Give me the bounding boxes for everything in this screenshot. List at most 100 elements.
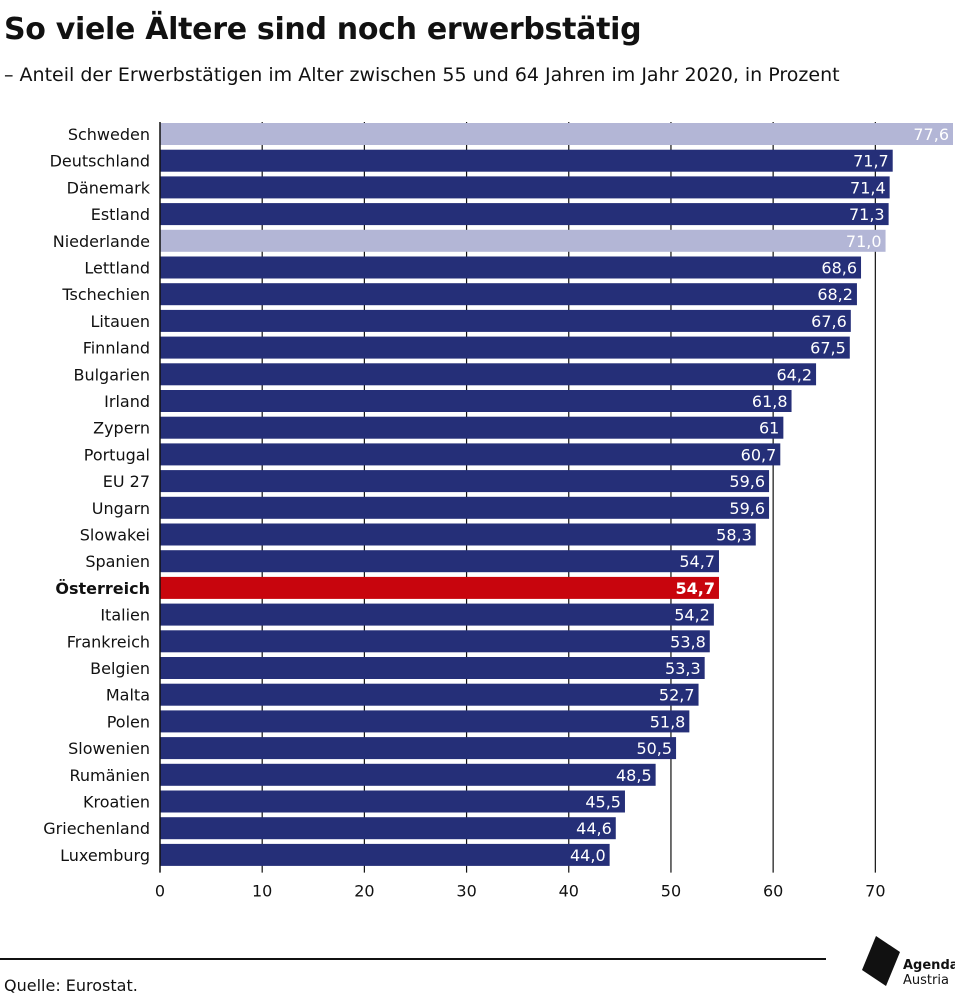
- bar-value-label-14: 59,6: [729, 499, 765, 518]
- category-label-0: Schweden: [68, 125, 150, 144]
- bar-22: [160, 710, 690, 733]
- category-label-27: Luxemburg: [60, 846, 150, 865]
- bar-value-label-8: 67,5: [810, 339, 846, 358]
- bar-4: [160, 229, 886, 252]
- bar-value-label-24: 48,5: [616, 766, 652, 785]
- chart-title: So viele Ältere sind noch erwerbstätig: [4, 12, 642, 47]
- x-tick-label-40: 40: [559, 882, 579, 900]
- source-note: Quelle: Eurostat.: [4, 976, 138, 995]
- bar-21: [160, 683, 699, 706]
- bar-value-label-19: 53,8: [670, 632, 706, 651]
- category-label-5: Lettland: [84, 259, 150, 278]
- bar-chart: 77,6 Schweden 71,7 Deutschland 71,4 Dänemark 7…: [43, 122, 953, 900]
- bar-value-label-16: 54,7: [679, 552, 715, 571]
- bar-value-label-25: 45,5: [585, 793, 621, 812]
- category-label-3: Estland: [91, 205, 150, 224]
- bar-27: [160, 843, 610, 866]
- category-label-17: Österreich: [55, 579, 150, 598]
- bar-value-label-2: 71,4: [850, 178, 886, 197]
- category-label-16: Spanien: [85, 552, 150, 571]
- bar-value-label-6: 68,2: [817, 285, 853, 304]
- bar-9: [160, 363, 817, 386]
- bar-25: [160, 790, 625, 813]
- x-tick-label-20: 20: [354, 882, 374, 900]
- bar-value-label-5: 68,6: [821, 259, 857, 278]
- bar-value-label-9: 64,2: [776, 365, 812, 384]
- category-label-19: Frankreich: [67, 632, 150, 651]
- bar-13: [160, 470, 770, 493]
- category-label-9: Bulgarien: [73, 365, 150, 384]
- x-tick-label-50: 50: [661, 882, 681, 900]
- category-label-4: Niederlande: [53, 232, 150, 251]
- bar-value-label-7: 67,6: [811, 312, 847, 331]
- bar-15: [160, 523, 756, 546]
- chart-subtitle: – Anteil der Erwerbstätigen im Alter zwi…: [4, 64, 840, 86]
- bar-value-label-20: 53,3: [665, 659, 701, 678]
- bar-12: [160, 443, 781, 466]
- x-tick-label-0: 0: [155, 882, 165, 900]
- bar-17: [160, 576, 719, 599]
- x-tick-label-70: 70: [865, 882, 885, 900]
- bar-value-label-4: 71,0: [846, 232, 882, 251]
- logo-text-austria: Austria: [903, 973, 949, 988]
- bar-19: [160, 630, 710, 653]
- logo-text-agenda: Agenda: [903, 958, 955, 973]
- bar-value-label-3: 71,3: [849, 205, 885, 224]
- bar-value-label-22: 51,8: [650, 712, 686, 731]
- bar-0: [160, 123, 953, 145]
- category-label-21: Malta: [106, 686, 150, 705]
- bar-6: [160, 283, 857, 306]
- bar-8: [160, 336, 850, 359]
- x-tick-label-10: 10: [252, 882, 272, 900]
- footer-divider: [0, 958, 826, 960]
- bar-value-label-0: 77,6: [913, 125, 949, 144]
- bar-14: [160, 496, 770, 519]
- bar-7: [160, 309, 851, 332]
- bar-value-label-1: 71,7: [853, 152, 889, 171]
- bar-26: [160, 817, 616, 840]
- category-label-25: Kroatien: [83, 793, 150, 812]
- x-tick-label-30: 30: [456, 882, 476, 900]
- bar-value-label-26: 44,6: [576, 819, 612, 838]
- category-label-6: Tschechien: [61, 285, 150, 304]
- agenda-austria-logo: [862, 936, 900, 986]
- logo-mark-icon: [862, 936, 900, 986]
- bar-11: [160, 416, 784, 439]
- category-label-14: Ungarn: [92, 499, 150, 518]
- bar-value-label-17: 54,7: [675, 579, 714, 598]
- bar-value-label-10: 61,8: [752, 392, 788, 411]
- category-label-12: Portugal: [84, 445, 150, 464]
- category-label-24: Rumänien: [70, 766, 151, 785]
- bar-value-label-12: 60,7: [741, 445, 777, 464]
- bar-value-label-11: 61: [759, 419, 779, 438]
- category-label-26: Griechenland: [43, 819, 150, 838]
- category-label-10: Irland: [104, 392, 150, 411]
- bar-20: [160, 657, 705, 679]
- bar-value-label-21: 52,7: [659, 686, 695, 705]
- bar-16: [160, 550, 719, 573]
- bar-5: [160, 256, 862, 279]
- x-tick-label-60: 60: [763, 882, 783, 900]
- bar-value-label-27: 44,0: [570, 846, 606, 865]
- category-label-7: Litauen: [90, 312, 150, 331]
- category-label-8: Finnland: [83, 339, 150, 358]
- category-label-1: Deutschland: [50, 152, 150, 171]
- bar-23: [160, 737, 677, 760]
- bar-24: [160, 763, 656, 786]
- category-label-2: Dänemark: [67, 178, 151, 197]
- category-label-22: Polen: [107, 712, 150, 731]
- bar-3: [160, 203, 889, 226]
- category-label-18: Italien: [100, 606, 150, 625]
- bar-value-label-15: 58,3: [716, 526, 752, 545]
- bar-10: [160, 390, 792, 412]
- bar-value-label-13: 59,6: [729, 472, 765, 491]
- category-label-13: EU 27: [103, 472, 150, 491]
- bar-value-label-18: 54,2: [674, 606, 710, 625]
- category-label-20: Belgien: [90, 659, 150, 678]
- bar-value-label-23: 50,5: [636, 739, 672, 758]
- bar-18: [160, 603, 714, 626]
- category-label-15: Slowakei: [80, 526, 150, 545]
- bar-1: [160, 149, 893, 172]
- category-label-11: Zypern: [93, 419, 150, 438]
- category-label-23: Slowenien: [68, 739, 150, 758]
